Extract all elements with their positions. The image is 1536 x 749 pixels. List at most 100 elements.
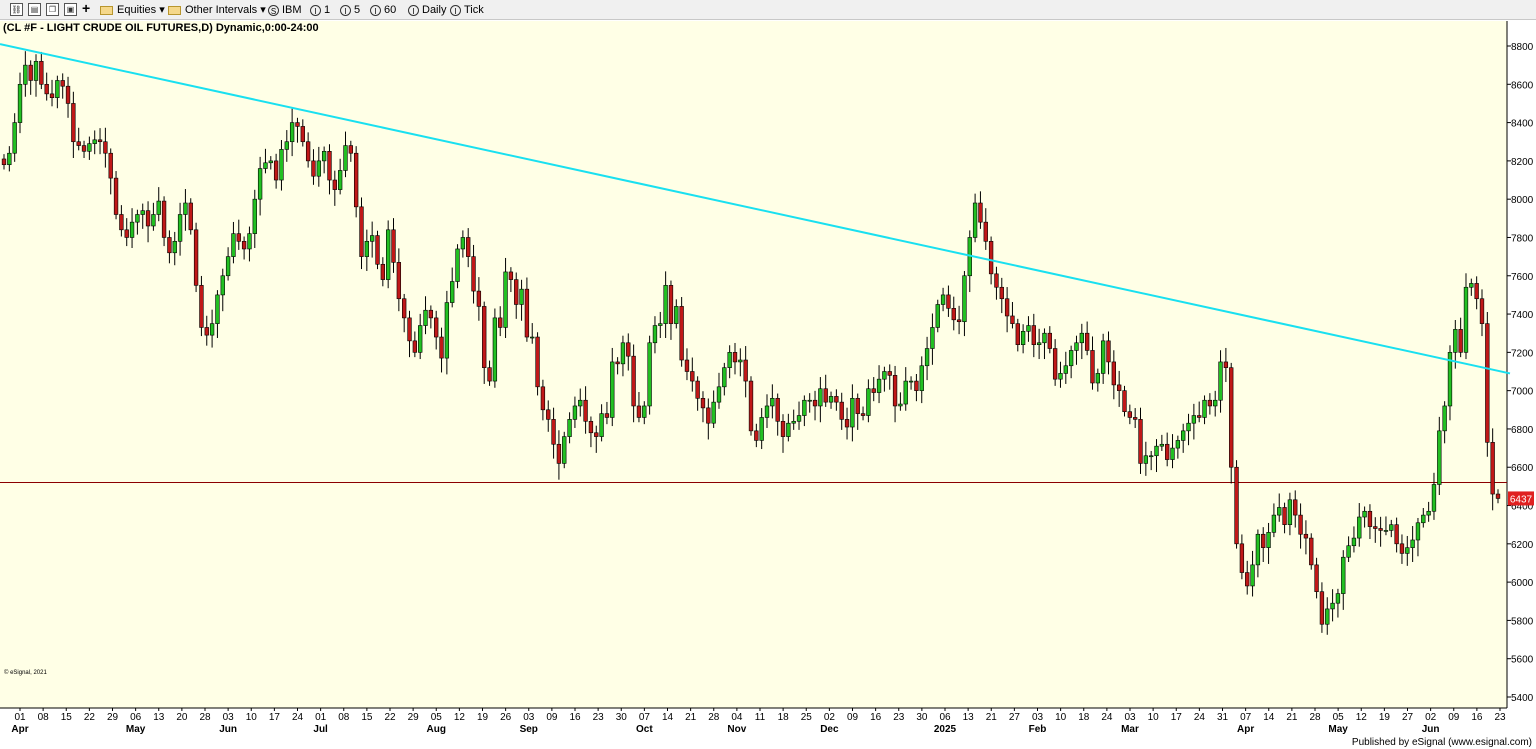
trend-line <box>0 43 1511 375</box>
copy-icon[interactable]: ❐ <box>46 3 59 16</box>
candle-body <box>1047 332 1052 349</box>
candle-body <box>812 399 818 407</box>
candle-body <box>807 399 812 402</box>
interval-icon: I <box>310 4 321 16</box>
x-tick-label: 07 <box>639 712 651 723</box>
x-month-label: Apr <box>1237 724 1254 735</box>
candle-body <box>572 405 578 420</box>
y-tick-label: 7200 <box>1511 348 1534 359</box>
published-credit: Published by eSignal (www.esignal.com) <box>1351 737 1532 748</box>
candle-body <box>300 126 305 143</box>
last-price-label: 6437 <box>1510 494 1533 505</box>
x-tick-label: 27 <box>1402 712 1414 723</box>
candle-body <box>1287 499 1293 525</box>
candle-body <box>482 306 487 368</box>
price-chart[interactable]: 8800 8600 8400 8200 8000 7800 7600 7400 7200 7000… <box>0 20 1536 749</box>
candle-body <box>119 214 124 231</box>
candle-body <box>231 233 236 257</box>
y-tick-label: 6200 <box>1511 540 1534 551</box>
candle-body <box>988 241 994 275</box>
candle-body <box>1405 547 1410 554</box>
y-tick-label: 5600 <box>1511 655 1534 666</box>
candle-body <box>332 179 337 190</box>
candle-body <box>1106 340 1111 363</box>
candle-body <box>321 151 327 162</box>
candle-body <box>1010 315 1015 324</box>
candle-body <box>1181 430 1186 441</box>
candle-body <box>919 365 924 391</box>
candle-body <box>951 308 956 321</box>
candle-body <box>1074 342 1079 351</box>
candle-body <box>1282 507 1287 525</box>
candle-body <box>103 141 108 154</box>
candle-body <box>1357 516 1362 539</box>
add-icon[interactable]: + <box>82 0 91 16</box>
candle-body <box>1100 340 1106 374</box>
candle-body <box>471 256 476 292</box>
x-tick-label: 09 <box>847 712 859 723</box>
candle-body <box>1485 323 1490 443</box>
candle-body <box>978 202 983 223</box>
candle-body <box>562 436 567 464</box>
candle-body <box>903 380 908 405</box>
tick-button[interactable]: I Tick <box>450 2 484 18</box>
candle-body <box>514 279 519 305</box>
candle-body <box>1469 283 1474 288</box>
candle-body <box>236 233 241 242</box>
candle-body <box>652 325 658 344</box>
candle-body <box>92 139 97 144</box>
candle-body <box>930 327 935 349</box>
candle-body <box>775 398 780 422</box>
x-tick-label: 07 <box>1240 712 1252 723</box>
candle-body <box>7 152 12 166</box>
candle-body <box>161 200 167 238</box>
candle-body <box>39 61 44 85</box>
candle-body <box>1303 533 1309 539</box>
x-month-label: Nov <box>727 724 746 735</box>
candle-body <box>1314 564 1319 592</box>
candle-body <box>1058 373 1063 380</box>
candle-body <box>225 256 231 277</box>
candle-body <box>396 262 402 300</box>
candle-body <box>535 336 540 388</box>
candle-body <box>108 152 113 179</box>
x-tick-label: 21 <box>685 712 697 723</box>
candle-body <box>215 294 220 324</box>
page-icon[interactable]: ▤ <box>28 3 41 16</box>
interval-60-button[interactable]: I 60 <box>370 2 396 18</box>
candle-body <box>1197 415 1202 418</box>
candle-body <box>412 340 418 353</box>
candle-body <box>764 405 770 418</box>
y-tick-label: 5400 <box>1511 693 1534 704</box>
candle-body <box>156 200 161 215</box>
candle-body <box>674 306 679 324</box>
x-tick-label: 15 <box>361 712 373 723</box>
x-tick-label: 21 <box>986 712 998 723</box>
candle-body <box>1202 399 1207 418</box>
candle-body <box>1325 608 1330 625</box>
candle-body <box>839 401 844 420</box>
x-tick-label: 28 <box>708 712 720 723</box>
candle-body <box>359 206 364 257</box>
candle-body <box>503 271 508 328</box>
x-tick-label: 28 <box>1309 712 1321 723</box>
candle-body <box>305 141 311 162</box>
daily-button[interactable]: I Daily <box>408 2 446 18</box>
candle-body <box>289 122 295 143</box>
equities-menu[interactable]: Equities ▾ <box>100 2 165 18</box>
candle-body <box>450 281 455 303</box>
other-intervals-menu[interactable]: Other Intervals ▾ <box>168 2 266 18</box>
candle-body <box>1095 373 1100 384</box>
save-icon[interactable]: ▣ <box>64 3 77 16</box>
x-tick-label: 17 <box>269 712 281 723</box>
symbol-ibm-button[interactable]: S IBM <box>268 2 302 18</box>
x-tick-label: 19 <box>477 712 489 723</box>
candle-body <box>295 122 300 127</box>
x-tick-label: 31 <box>1217 712 1229 723</box>
candle-body <box>407 317 412 342</box>
x-month-label: Jul <box>313 724 328 735</box>
candle-body <box>76 141 81 146</box>
link-icon[interactable]: ⛓ <box>10 3 23 16</box>
